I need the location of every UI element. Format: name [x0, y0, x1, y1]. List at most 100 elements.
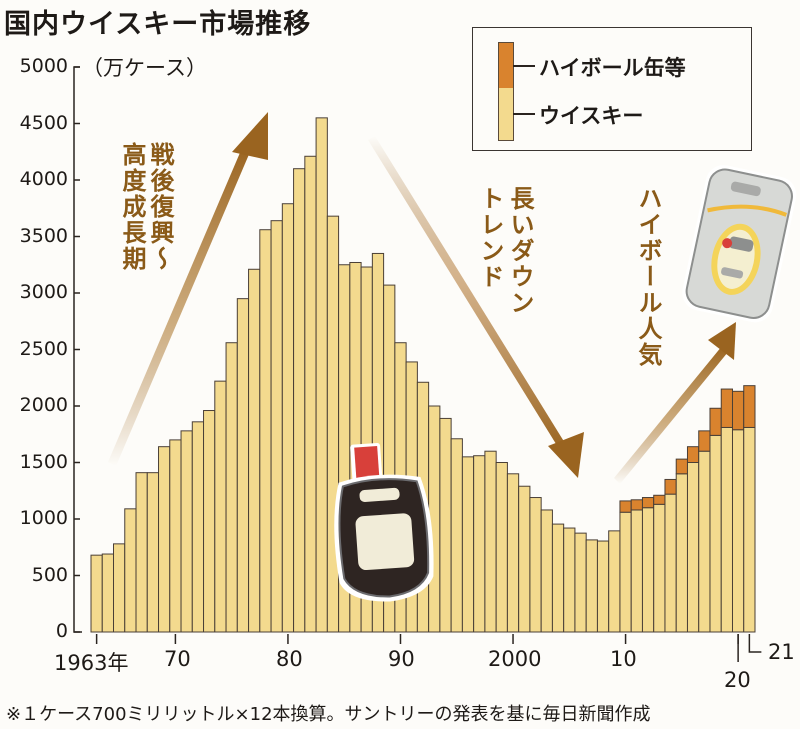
y-tick-label: 2500	[19, 337, 68, 360]
annotation-highball-popularity: ハイボール人気	[634, 186, 662, 368]
bar-whisky-2014	[664, 493, 677, 633]
y-tick-label: 0	[55, 620, 68, 642]
bar-whisky-1984	[326, 215, 340, 633]
highball-can-icon	[682, 165, 797, 323]
annotation-long-down: 長いダウン	[506, 186, 534, 316]
bar-whisky-1966	[124, 508, 137, 633]
bar-whisky-1971	[180, 430, 193, 633]
y-tick-label: 5000	[19, 55, 68, 77]
bar-highball-2016	[686, 446, 700, 463]
bar-whisky-1964	[101, 553, 115, 633]
decline-arrow-icon	[368, 136, 584, 478]
bar-whisky-2006	[574, 532, 587, 633]
x-label-1980: 80	[276, 647, 303, 671]
x-label-2020: 20	[724, 668, 751, 692]
bar-whisky-1995	[450, 438, 463, 633]
bar-whisky-2012	[641, 507, 655, 633]
bar-whisky-1965	[113, 543, 126, 633]
y-tick-label: 3000	[19, 281, 68, 303]
bar-whisky-2004	[551, 523, 565, 633]
y-tick-label: 1500	[19, 450, 68, 473]
bar-whisky-2000	[506, 473, 520, 633]
footnote: ※１ケース700ミリリットル×12本換算。サントリーの発表を基に毎日新聞作成	[6, 704, 651, 725]
bar-highball-2018	[709, 407, 722, 436]
bar-whisky-2005	[563, 527, 576, 633]
bar-whisky-2003	[540, 509, 553, 633]
bar-whisky-2013	[653, 503, 666, 633]
legend-swatch-whisky	[498, 88, 514, 141]
bar-whisky-1996	[461, 456, 475, 633]
x-label-2021: 21	[768, 640, 795, 664]
bar-whisky-1976	[236, 298, 250, 633]
bar-whisky-2007	[585, 539, 598, 633]
bar-whisky-2009	[608, 530, 621, 633]
legend-leader-line	[513, 113, 535, 115]
annotation-trend: トレンド	[476, 186, 504, 290]
bar-whisky-2001	[518, 485, 531, 633]
highball-arrow-icon	[614, 322, 736, 484]
chart-title: 国内ウイスキー市場推移	[4, 9, 312, 40]
bar-whisky-1999	[495, 462, 508, 633]
bar-highball-2017	[698, 430, 711, 452]
bar-highball-2012	[641, 497, 655, 509]
bar-highball-2011	[630, 499, 643, 511]
legend-label-whisky: ウイスキー	[539, 104, 644, 128]
bar-whisky-1972	[191, 421, 205, 633]
y-tick-label: 4000	[19, 168, 68, 190]
bar-whisky-2016	[686, 462, 700, 633]
bar-whisky-1969	[158, 446, 171, 633]
y-tick-label: 4500	[19, 111, 68, 134]
bar-whisky-1978	[259, 229, 272, 633]
bar-highball-2020	[731, 390, 745, 431]
bar-whisky-1967	[135, 472, 148, 633]
bar-whisky-1973	[203, 410, 216, 633]
annotation-postwar: 戦後復興～	[146, 142, 174, 272]
legend-swatch-highball	[498, 42, 514, 89]
x-label-1963: 1963年	[54, 651, 129, 675]
growth-arrow-icon	[108, 112, 268, 466]
y-tick-label: 1000	[19, 507, 68, 529]
bar-whisky-1997	[473, 455, 486, 633]
x-label-2000: 2000	[488, 647, 542, 671]
bar-whisky-1982	[304, 155, 317, 633]
bar-whisky-1981	[293, 168, 306, 633]
bar-whisky-2019	[720, 426, 733, 633]
bars-group	[90, 117, 756, 633]
x-axis-ticks	[95, 634, 762, 662]
bar-whisky-2015	[675, 473, 688, 633]
bar-whisky-1983	[315, 117, 328, 633]
bar-whisky-1970	[169, 439, 182, 633]
y-tick-label: 2000	[19, 394, 68, 416]
bar-whisky-1974	[214, 380, 227, 633]
bar-whisky-1979	[270, 220, 283, 633]
bar-whisky-2002	[529, 497, 542, 633]
bar-whisky-2020	[731, 429, 745, 633]
y-axis-unit: （万ケース）	[82, 56, 207, 80]
bar-whisky-1968	[146, 472, 160, 633]
bar-whisky-2018	[709, 434, 722, 633]
legend-leader-line	[513, 65, 535, 67]
y-tick-label: 500	[31, 563, 68, 586]
bar-whisky-2011	[630, 509, 643, 633]
bar-highball-2015	[675, 458, 688, 475]
bar-whisky-1998	[484, 450, 497, 633]
bar-whisky-1994	[439, 417, 452, 633]
bar-whisky-1975	[225, 342, 238, 633]
bar-whisky-1980	[281, 203, 295, 633]
bar-whisky-2008	[596, 540, 610, 633]
annotation-high-growth: 高度成長期	[118, 142, 146, 272]
bar-highball-2019	[720, 388, 733, 428]
bar-whisky-1977	[248, 268, 261, 633]
bar-whisky-1963	[90, 554, 103, 633]
bar-whisky-2017	[698, 450, 711, 633]
x-label-2010: 10	[610, 647, 637, 671]
bar-highball-2014	[664, 478, 677, 495]
y-axis	[73, 66, 82, 633]
bar-whisky-2021	[743, 426, 756, 633]
bar-whisky-2010	[619, 511, 632, 633]
legend: ハイボール缶等 ウイスキー	[472, 27, 752, 151]
legend-label-highball: ハイボール缶等	[539, 56, 686, 80]
bar-highball-2021	[743, 385, 756, 428]
bar-highball-2010	[619, 500, 632, 513]
